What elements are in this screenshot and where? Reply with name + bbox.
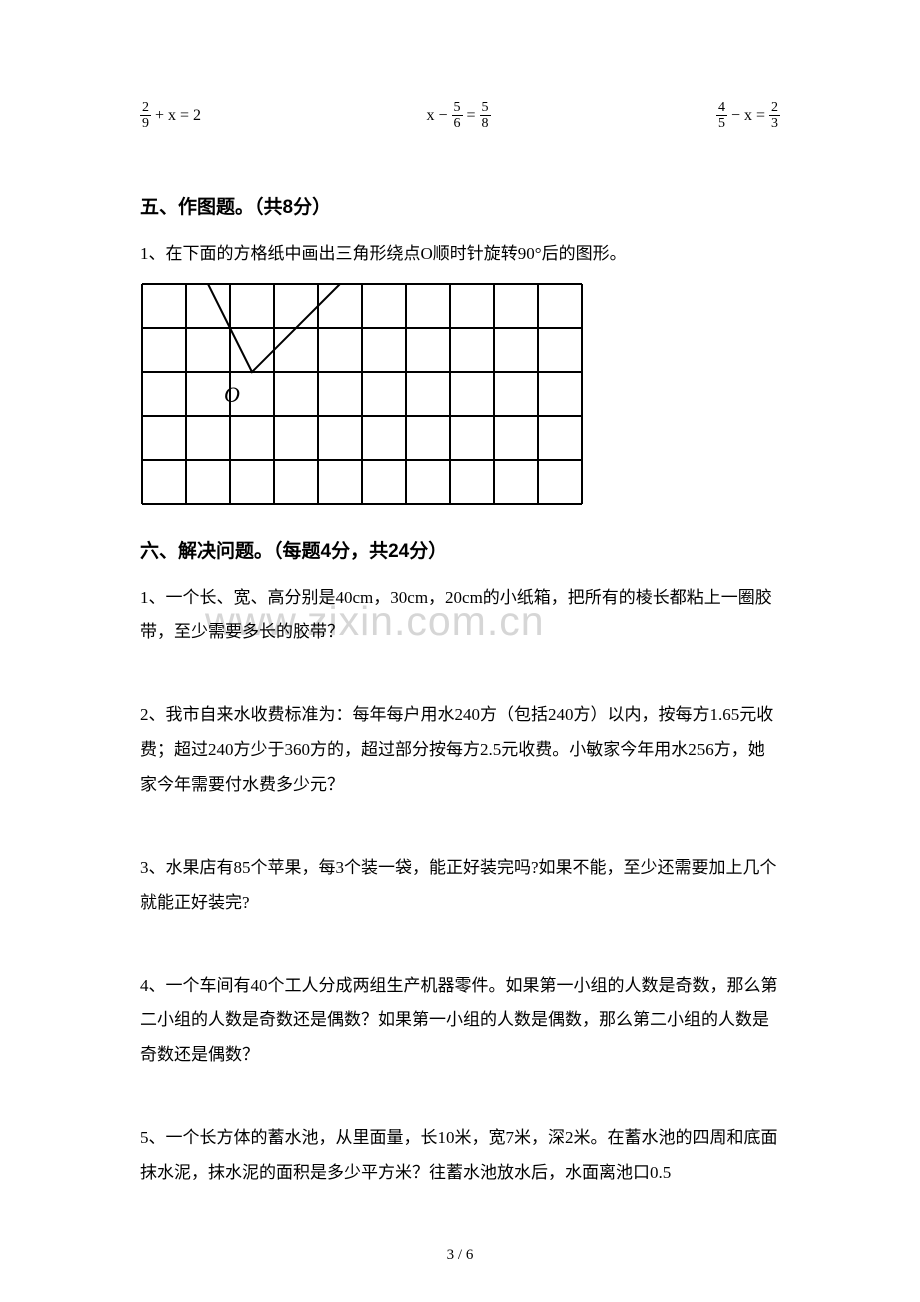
section6-q1: 1、一个长、宽、高分别是40cm，30cm，20cm的小纸箱，把所有的棱长都粘上… <box>140 581 780 651</box>
eq2-prefix: x − <box>426 107 447 125</box>
section6-q3: 3、水果店有85个苹果，每3个装一袋，能正好装完吗?如果不能，至少还需要加上几个… <box>140 851 780 921</box>
section5-heading: 五、作图题。（共8分） <box>140 192 780 219</box>
eq3-frac1-num: 4 <box>716 100 727 115</box>
eq1-numerator: 2 <box>140 100 151 115</box>
eq2-frac2-den: 8 <box>480 115 491 131</box>
page-content: 2 9 + x = 2 x − 5 6 = 5 8 4 5 − x = <box>140 100 780 1191</box>
grid-svg: O <box>140 282 584 506</box>
section6-q2: 2、我市自来水收费标准为：每年每户用水240方（包括240方）以内，按每方1.6… <box>140 698 780 803</box>
eq3-frac2-num: 2 <box>769 100 780 115</box>
section5-q1: 1、在下面的方格纸中画出三角形绕点O顺时针旋转90°后的图形。 <box>140 237 780 272</box>
grid-figure: O <box>140 282 780 511</box>
eq2-mid: = <box>467 107 476 125</box>
page-number: 3 / 6 <box>0 1247 920 1264</box>
eq2-frac2-num: 5 <box>480 100 491 115</box>
eq3-frac1-den: 5 <box>716 115 727 131</box>
eq3-frac2-den: 3 <box>769 115 780 131</box>
eq1-rest: + x = 2 <box>155 107 201 125</box>
equation-3: 4 5 − x = 2 3 <box>716 100 780 132</box>
eq2-frac1-den: 6 <box>452 115 463 131</box>
eq1-denominator: 9 <box>140 115 151 131</box>
section6-q4: 4、一个车间有40个工人分成两组生产机器零件。如果第一小组的人数是奇数，那么第二… <box>140 969 780 1074</box>
equation-2: x − 5 6 = 5 8 <box>426 100 490 132</box>
section6-q5: 5、一个长方体的蓄水池，从里面量，长10米，宽7米，深2米。在蓄水池的四周和底面… <box>140 1121 780 1191</box>
section6-heading: 六、解决问题。（每题4分，共24分） <box>140 536 780 563</box>
equation-1: 2 9 + x = 2 <box>140 100 201 132</box>
equations-row: 2 9 + x = 2 x − 5 6 = 5 8 4 5 − x = <box>140 100 780 132</box>
eq3-mid: − x = <box>731 107 765 125</box>
svg-text:O: O <box>224 382 240 407</box>
eq2-frac1-num: 5 <box>452 100 463 115</box>
